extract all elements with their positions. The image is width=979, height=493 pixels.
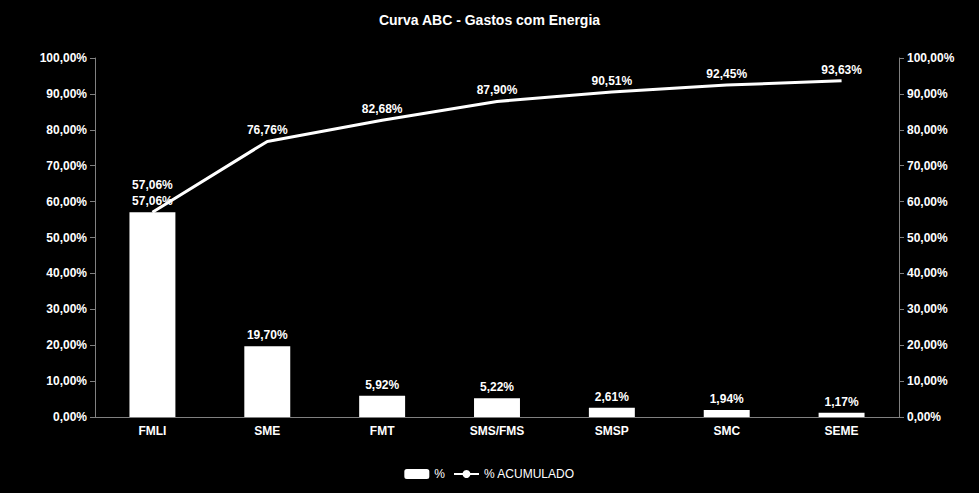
svg-text:40,00%: 40,00% <box>907 266 948 280</box>
svg-text:Curva ABC - Gastos com Energia: Curva ABC - Gastos com Energia <box>379 12 600 28</box>
svg-text:SMC: SMC <box>713 424 740 438</box>
svg-text:SMSP: SMSP <box>595 424 629 438</box>
svg-text:FMLI: FMLI <box>138 424 166 438</box>
svg-text:10,00%: 10,00% <box>907 374 948 388</box>
svg-text:76,76%: 76,76% <box>247 123 288 137</box>
svg-text:SMS/FMS: SMS/FMS <box>470 424 525 438</box>
svg-text:100,00%: 100,00% <box>907 51 955 65</box>
svg-text:90,00%: 90,00% <box>46 87 87 101</box>
svg-text:80,00%: 80,00% <box>46 123 87 137</box>
svg-text:87,90%: 87,90% <box>477 83 518 97</box>
svg-text:60,00%: 60,00% <box>907 195 948 209</box>
svg-text:90,51%: 90,51% <box>592 74 633 88</box>
svg-text:10,00%: 10,00% <box>46 374 87 388</box>
svg-text:90,00%: 90,00% <box>907 87 948 101</box>
svg-text:30,00%: 30,00% <box>46 302 87 316</box>
svg-text:0,00%: 0,00% <box>53 410 87 424</box>
svg-text:1,17%: 1,17% <box>825 395 859 409</box>
svg-text:50,00%: 50,00% <box>907 231 948 245</box>
svg-text:60,00%: 60,00% <box>46 195 87 209</box>
svg-text:SME: SME <box>254 424 280 438</box>
svg-text:80,00%: 80,00% <box>907 123 948 137</box>
svg-text:SEME: SEME <box>825 424 859 438</box>
svg-text:1,94%: 1,94% <box>710 392 744 406</box>
svg-text:93,63%: 93,63% <box>821 63 862 77</box>
svg-text:5,92%: 5,92% <box>365 378 399 392</box>
svg-text:40,00%: 40,00% <box>46 266 87 280</box>
svg-text:% ACUMULADO: % ACUMULADO <box>484 467 574 481</box>
svg-text:FMT: FMT <box>370 424 395 438</box>
svg-text:50,00%: 50,00% <box>46 231 87 245</box>
svg-text:0,00%: 0,00% <box>907 410 941 424</box>
svg-text:82,68%: 82,68% <box>362 102 403 116</box>
svg-text:92,45%: 92,45% <box>706 67 747 81</box>
svg-text:70,00%: 70,00% <box>907 159 948 173</box>
svg-text:100,00%: 100,00% <box>40 51 88 65</box>
svg-text:2,61%: 2,61% <box>595 390 629 404</box>
svg-text:%: % <box>434 467 445 481</box>
svg-text:20,00%: 20,00% <box>907 338 948 352</box>
svg-text:70,00%: 70,00% <box>46 159 87 173</box>
svg-text:57,06%: 57,06% <box>132 194 173 208</box>
svg-text:57,06%: 57,06% <box>132 178 173 192</box>
svg-text:30,00%: 30,00% <box>907 302 948 316</box>
svg-text:19,70%: 19,70% <box>247 328 288 342</box>
svg-text:5,22%: 5,22% <box>480 380 514 394</box>
svg-text:20,00%: 20,00% <box>46 338 87 352</box>
